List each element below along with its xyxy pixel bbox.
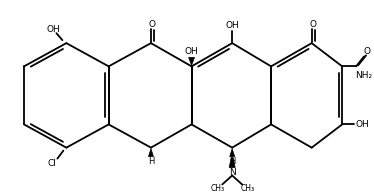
Polygon shape (148, 149, 153, 157)
Polygon shape (230, 149, 234, 157)
Text: H: H (148, 157, 154, 166)
Text: OH: OH (225, 21, 239, 30)
Text: N: N (229, 168, 236, 177)
Polygon shape (188, 57, 194, 65)
Text: CH₃: CH₃ (210, 184, 224, 193)
Text: O: O (148, 20, 156, 29)
Polygon shape (229, 158, 235, 168)
Text: NH₂: NH₂ (356, 71, 373, 80)
Text: OH: OH (46, 25, 60, 34)
Text: Cl: Cl (48, 159, 57, 168)
Text: OH: OH (355, 120, 369, 129)
Text: O: O (309, 20, 316, 29)
Text: H: H (229, 157, 235, 166)
Text: OH: OH (185, 47, 199, 56)
Text: O: O (364, 47, 371, 56)
Text: CH₃: CH₃ (241, 184, 255, 193)
